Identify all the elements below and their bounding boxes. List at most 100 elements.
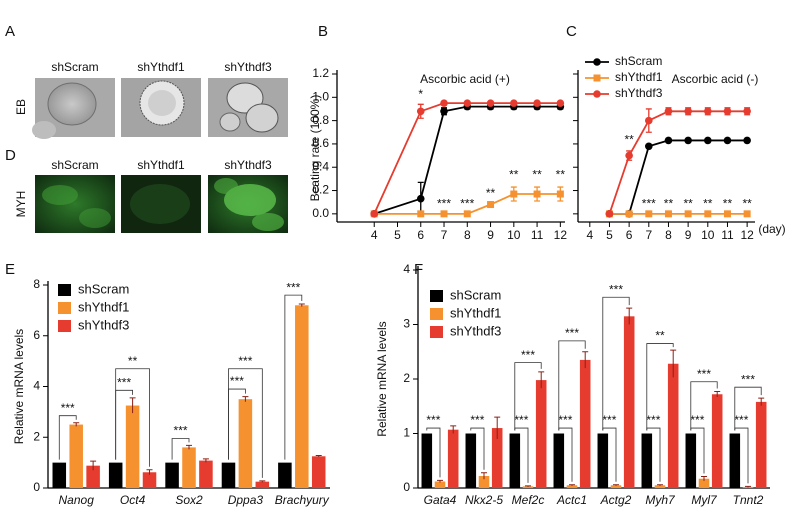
significance-bracket <box>470 427 485 470</box>
significance-label: *** <box>117 375 131 389</box>
legend-swatch <box>58 320 71 332</box>
bar <box>597 433 609 488</box>
significance-label: *** <box>426 413 440 427</box>
error-bar <box>569 484 575 486</box>
bar <box>755 401 767 488</box>
error-bar <box>538 371 545 389</box>
marker <box>645 116 653 125</box>
bar <box>610 485 622 488</box>
y-tick-label: 0 <box>403 480 410 494</box>
x-tick-label: Actc1 <box>556 493 587 507</box>
annotation: ** <box>624 133 634 147</box>
annotation: *** <box>460 197 474 211</box>
marker <box>556 99 565 107</box>
marker <box>743 210 751 218</box>
significance-label: *** <box>514 413 528 427</box>
bar <box>221 462 236 488</box>
bar <box>667 363 679 488</box>
significance-label: *** <box>697 367 711 381</box>
y-tick-label: 0 <box>33 480 40 494</box>
bar <box>522 486 534 488</box>
y-tick-label: 1.2 <box>312 66 329 80</box>
error-bar <box>758 397 765 406</box>
marker <box>664 210 672 218</box>
legend-swatch <box>58 284 71 296</box>
annotation: *** <box>642 197 656 211</box>
y-tick-label: 1.0 <box>312 89 329 103</box>
x-tick-label: 8 <box>665 228 672 242</box>
bar <box>311 456 326 488</box>
micrograph <box>121 78 201 137</box>
annotation: ** <box>723 197 733 211</box>
significance-label: *** <box>230 374 244 388</box>
legend-swatch <box>58 302 71 314</box>
marker <box>417 210 425 218</box>
bar <box>465 433 477 488</box>
bar <box>182 447 196 488</box>
x-tick-label: 5 <box>394 228 401 242</box>
micrograph <box>121 175 201 233</box>
y-tick-label: 6 <box>33 328 40 342</box>
series-line <box>373 105 561 215</box>
bar <box>434 481 446 488</box>
bar <box>69 424 83 488</box>
error-bar <box>202 458 209 463</box>
significance-bracket <box>171 438 190 460</box>
x-tick-label: Myl7 <box>691 493 718 507</box>
legend-marker <box>593 74 601 82</box>
bar <box>86 465 100 488</box>
bar <box>421 433 433 488</box>
marker <box>704 107 712 116</box>
legend-label: shYthdf1 <box>615 70 663 84</box>
y-axis-label: Beating rate (100%) <box>308 95 322 202</box>
x-tick-label: Gata4 <box>424 493 457 507</box>
significance-label: *** <box>565 326 579 340</box>
x-axis-label: (day) <box>758 222 785 236</box>
significance-label: *** <box>470 413 484 427</box>
x-tick-label: 12 <box>740 228 754 242</box>
significance-bracket <box>115 368 150 467</box>
bar <box>52 462 67 488</box>
bar <box>729 433 741 488</box>
marker <box>556 190 564 198</box>
error-bar <box>670 349 677 378</box>
bar <box>685 433 697 488</box>
significance-label: *** <box>238 354 252 368</box>
panel-label: B <box>318 23 328 40</box>
bar <box>142 472 157 488</box>
significance-bracket <box>514 362 542 431</box>
marker <box>743 107 751 116</box>
y-tick-label: 0.0 <box>312 206 329 220</box>
bar <box>509 433 521 488</box>
error-bar <box>90 460 97 471</box>
x-tick-label: Mef2c <box>512 493 545 507</box>
marker <box>416 107 425 116</box>
annotation: ** <box>683 197 693 211</box>
micrograph <box>32 78 115 139</box>
error-bar <box>437 479 443 483</box>
bar <box>295 305 309 488</box>
significance-bracket <box>558 340 586 431</box>
significance-label: *** <box>174 424 188 438</box>
error-bar <box>714 391 721 397</box>
bar <box>623 316 635 488</box>
x-tick-label: Dppa3 <box>228 493 264 507</box>
error-bar <box>613 484 619 486</box>
x-tick-label: Brachyury <box>275 493 330 507</box>
marker <box>743 136 751 145</box>
significance-label: *** <box>741 372 755 386</box>
error-bar <box>315 455 322 458</box>
marker <box>625 210 633 218</box>
legend-swatch <box>430 326 443 338</box>
marker <box>533 99 541 107</box>
significance-label: ** <box>128 354 138 368</box>
y-tick-label: 0.8 <box>312 113 329 127</box>
panel-label: A <box>5 23 15 40</box>
bar <box>478 476 490 488</box>
marker <box>605 210 614 218</box>
legend-label: shYthdf3 <box>615 86 663 100</box>
bar <box>125 405 140 488</box>
panel-label: C <box>566 23 577 40</box>
legend-label: shYthdf1 <box>450 305 501 320</box>
